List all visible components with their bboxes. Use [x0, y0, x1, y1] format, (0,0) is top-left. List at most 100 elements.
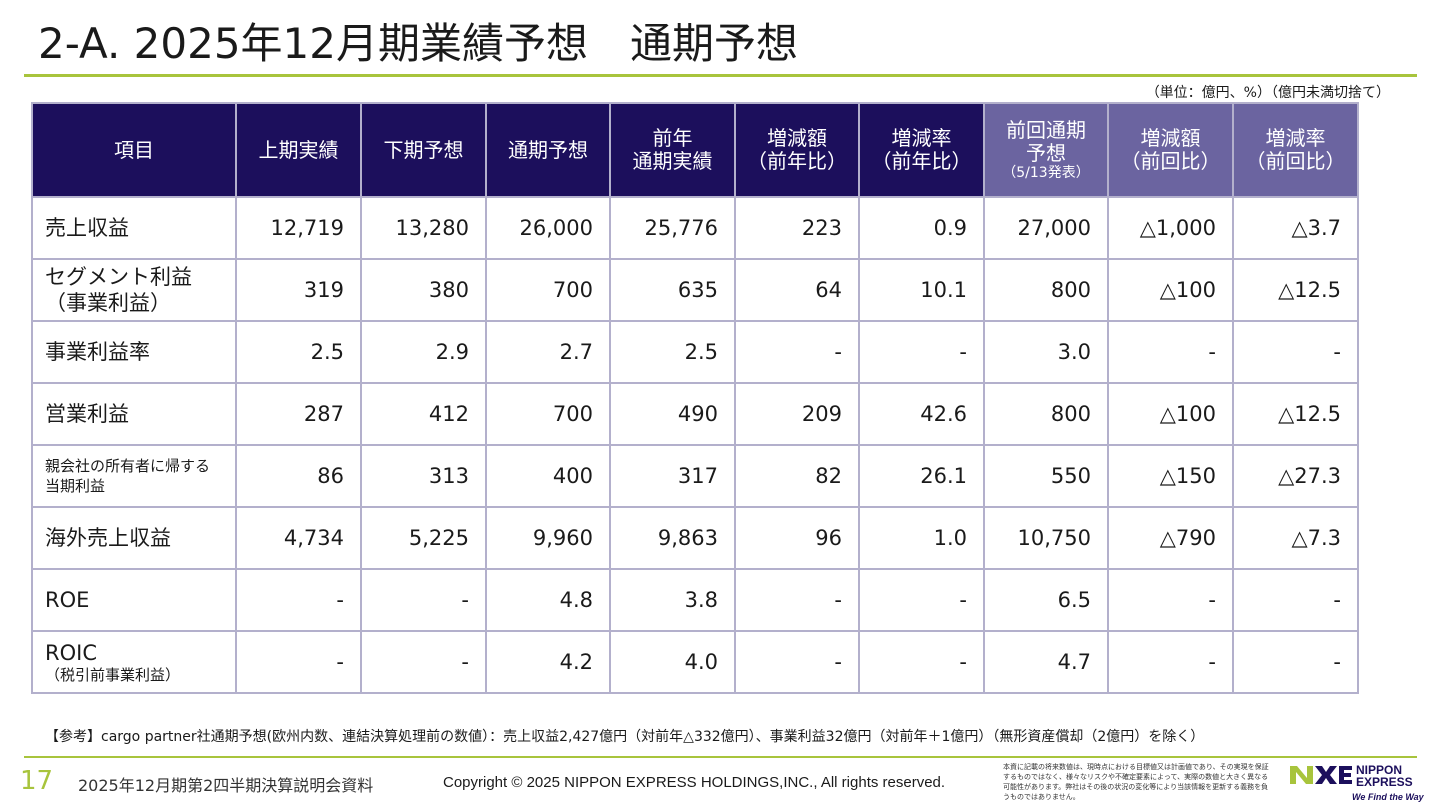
table-cell: △3.7	[1232, 196, 1359, 260]
table-cell: 10.1	[858, 258, 985, 322]
disclaimer-text: 本資に記載の将来数値は、現時点における目標値又は計画値であり、その実現を保証する…	[1003, 763, 1269, 801]
table-cell: 4,734	[235, 506, 362, 570]
row-label: ROE	[31, 568, 237, 632]
table-cell: 2.7	[485, 320, 611, 384]
table-cell: -	[360, 568, 487, 632]
table-cell: -	[235, 630, 362, 694]
col-header-h2-forecast: 下期予想	[360, 102, 487, 198]
table-cell: 26,000	[485, 196, 611, 260]
table-cell: 42.6	[858, 382, 985, 446]
table-cell: △100	[1107, 382, 1234, 446]
col-header-prior-year-actual: 前年 通期実績	[609, 102, 736, 198]
logo-wordmark: NIPPON EXPRESS	[1356, 763, 1413, 789]
table-cell: -	[734, 630, 860, 694]
table-row: 事業利益率 2.5 2.9 2.7 2.5- -3.0- -	[31, 320, 1359, 384]
table-cell: △12.5	[1232, 382, 1359, 446]
table-cell: -	[858, 568, 985, 632]
table-row: 海外売上収益 4,734 5,225 9,960 9,863 96 1.0 10,750 △79…	[31, 506, 1359, 570]
title-divider	[24, 74, 1417, 77]
table-cell: -	[1107, 568, 1234, 632]
row-label: 事業利益率	[31, 320, 237, 384]
row-label: 売上収益	[31, 196, 237, 260]
table-row: ROIC （税引前事業利益） - -4.2 4.0- -4.7- -	[31, 630, 1359, 694]
copyright-text: Copyright © 2025 NIPPON EXPRESS HOLDINGS…	[443, 774, 946, 791]
table-header-row: 項目 上期実績 下期予想 通期予想 前年 通期実績 増減額 （前年比） 増減率 （前年…	[31, 102, 1359, 198]
table-cell: 4.7	[983, 630, 1109, 694]
table-cell: 0.9	[858, 196, 985, 260]
table-cell: 9,960	[485, 506, 611, 570]
col-header-full-year-forecast: 通期予想	[485, 102, 611, 198]
table-cell: 96	[734, 506, 860, 570]
table-cell: 800	[983, 382, 1109, 446]
table-cell: 2.5	[609, 320, 736, 384]
forecast-table: 項目 上期実績 下期予想 通期予想 前年 通期実績 増減額 （前年比） 増減率 （前年…	[31, 102, 1359, 694]
table-cell: 10,750	[983, 506, 1109, 570]
table-cell: △790	[1107, 506, 1234, 570]
table-cell: 25,776	[609, 196, 736, 260]
col-header-change-amount-vs-previous: 増減額 （前回比）	[1107, 102, 1234, 198]
table-row: ROE - -4.8 3.8- -6.5- -	[31, 568, 1359, 632]
row-label: ROIC （税引前事業利益）	[31, 630, 237, 694]
table-cell: 490	[609, 382, 736, 446]
table-cell: -	[858, 630, 985, 694]
table-cell: 2.5	[235, 320, 362, 384]
table-cell: 700	[485, 382, 611, 446]
table-row: 営業利益 287 412 700 490 209 42.6 800 △100 △12.5	[31, 382, 1359, 446]
table-cell: 313	[360, 444, 487, 508]
table-cell: -	[1232, 568, 1359, 632]
table-cell: 6.5	[983, 568, 1109, 632]
table-cell: 635	[609, 258, 736, 322]
document-name: 2025年12月期第2四半期決算説明会資料	[78, 776, 374, 795]
table-cell: 12,719	[235, 196, 362, 260]
table-cell: 27,000	[983, 196, 1109, 260]
table-cell: △1,000	[1107, 196, 1234, 260]
table-cell: 209	[734, 382, 860, 446]
table-cell: △12.5	[1232, 258, 1359, 322]
table-cell: 3.8	[609, 568, 736, 632]
col-header-change-amount-yoy: 増減額 （前年比）	[734, 102, 860, 198]
table-cell: △7.3	[1232, 506, 1359, 570]
table-cell: 319	[235, 258, 362, 322]
table-cell: -	[1107, 630, 1234, 694]
table-cell: 5,225	[360, 506, 487, 570]
nx-logo-icon	[1290, 766, 1352, 784]
table-cell: -	[1232, 320, 1359, 384]
table-cell: -	[734, 320, 860, 384]
row-label: セグメント利益 （事業利益）	[31, 258, 237, 322]
reference-note: 【参考】cargo partner社通期予想(欧州内数、連結決算処理前の数値）：…	[45, 729, 1205, 745]
table-cell: △27.3	[1232, 444, 1359, 508]
table-cell: 400	[485, 444, 611, 508]
table-cell: 317	[609, 444, 736, 508]
table-cell: 1.0	[858, 506, 985, 570]
table-cell: 26.1	[858, 444, 985, 508]
table-cell: -	[1107, 320, 1234, 384]
table-cell: △150	[1107, 444, 1234, 508]
row-label: 親会社の所有者に帰する 当期利益	[31, 444, 237, 508]
footer-divider	[24, 756, 1417, 758]
table-cell: -	[235, 568, 362, 632]
table-cell: 4.8	[485, 568, 611, 632]
row-label: 海外売上収益	[31, 506, 237, 570]
col-header-h1-actual: 上期実績	[235, 102, 362, 198]
table-cell: 223	[734, 196, 860, 260]
col-header-change-rate-yoy: 増減率 （前年比）	[858, 102, 985, 198]
logo-tagline: We Find the Way	[1352, 792, 1424, 802]
table-cell: 13,280	[360, 196, 487, 260]
table-cell: 3.0	[983, 320, 1109, 384]
col-header-change-rate-vs-previous: 増減率 （前回比）	[1232, 102, 1359, 198]
table-cell: 64	[734, 258, 860, 322]
table-cell: 700	[485, 258, 611, 322]
table-row: セグメント利益 （事業利益） 319 380 700 635 64 10.1 800 △100 △1…	[31, 258, 1359, 322]
page-number: 17	[20, 766, 54, 796]
company-logo: NIPPON EXPRESS We Find the Way	[1290, 762, 1424, 806]
table-cell: △100	[1107, 258, 1234, 322]
table-cell: 412	[360, 382, 487, 446]
table-cell: -	[858, 320, 985, 384]
table-cell: 4.0	[609, 630, 736, 694]
table-cell: -	[1232, 630, 1359, 694]
table-cell: 82	[734, 444, 860, 508]
table-cell: 380	[360, 258, 487, 322]
col-header-item: 項目	[31, 102, 237, 198]
table-cell: 550	[983, 444, 1109, 508]
table-cell: 287	[235, 382, 362, 446]
